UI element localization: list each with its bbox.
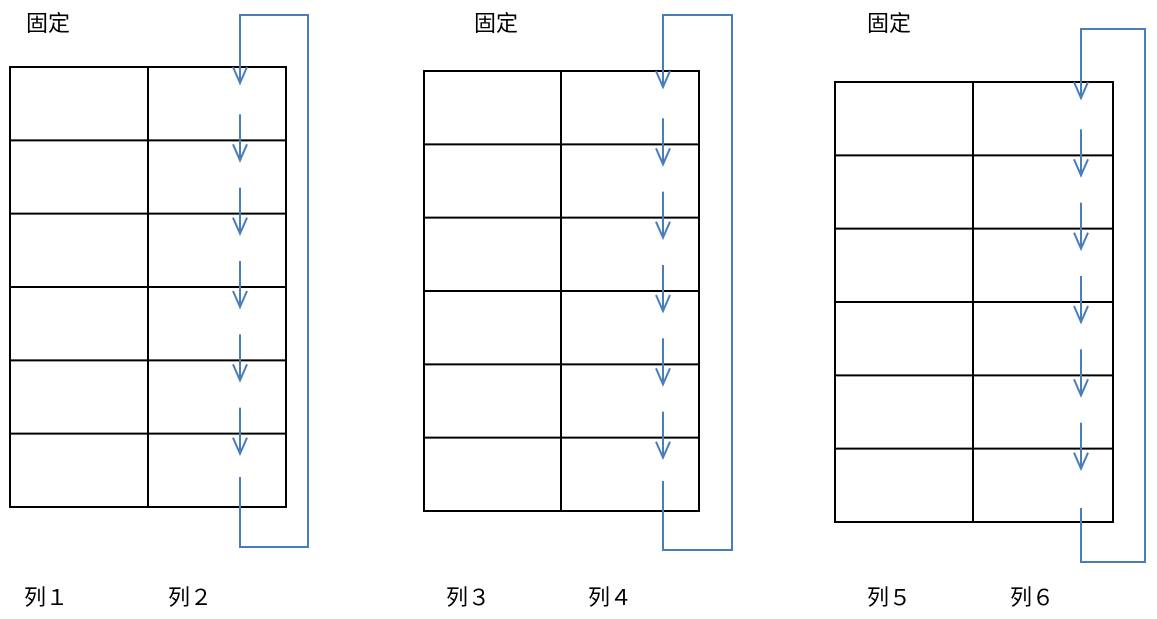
table-2-rotation-loop <box>662 14 733 551</box>
table-1-column-left-label: 列１ <box>24 586 69 611</box>
table-1-column-right-label: 列２ <box>168 586 213 611</box>
table-2-fixed-label: 固定 <box>474 12 519 37</box>
table-3-fixed-label: 固定 <box>867 12 912 37</box>
table-2-column-left-label: 列３ <box>446 586 491 611</box>
down-arrow-head-icon <box>232 217 248 237</box>
down-arrow-head-icon <box>655 70 671 90</box>
down-arrow-head-icon <box>1073 305 1089 325</box>
down-arrow-head-icon <box>232 363 248 383</box>
down-arrow-head-icon <box>655 221 671 241</box>
table-2-column-right-label: 列４ <box>588 586 633 611</box>
down-arrow-head-icon <box>1073 378 1089 398</box>
down-arrow-head-icon <box>655 294 671 314</box>
down-arrow-head-icon <box>655 441 671 461</box>
down-arrow-head-icon <box>1073 452 1089 472</box>
down-arrow-head-icon <box>232 290 248 310</box>
down-arrow-head-icon <box>1073 232 1089 252</box>
table-3-column-left-label: 列５ <box>867 586 912 611</box>
table-1-fixed-label: 固定 <box>26 12 71 37</box>
table-1-rotation-loop <box>239 14 309 548</box>
down-arrow-head-icon <box>232 437 248 457</box>
down-arrow-head-icon <box>1073 158 1089 178</box>
table-3-column-right-label: 列６ <box>1010 586 1055 611</box>
table-3-rotation-loop <box>1080 28 1146 563</box>
down-arrow-head-icon <box>1073 81 1089 101</box>
down-arrow-head-icon <box>232 66 248 86</box>
down-arrow-head-icon <box>232 143 248 163</box>
down-arrow-head-icon <box>655 367 671 387</box>
down-arrow-head-icon <box>655 147 671 167</box>
